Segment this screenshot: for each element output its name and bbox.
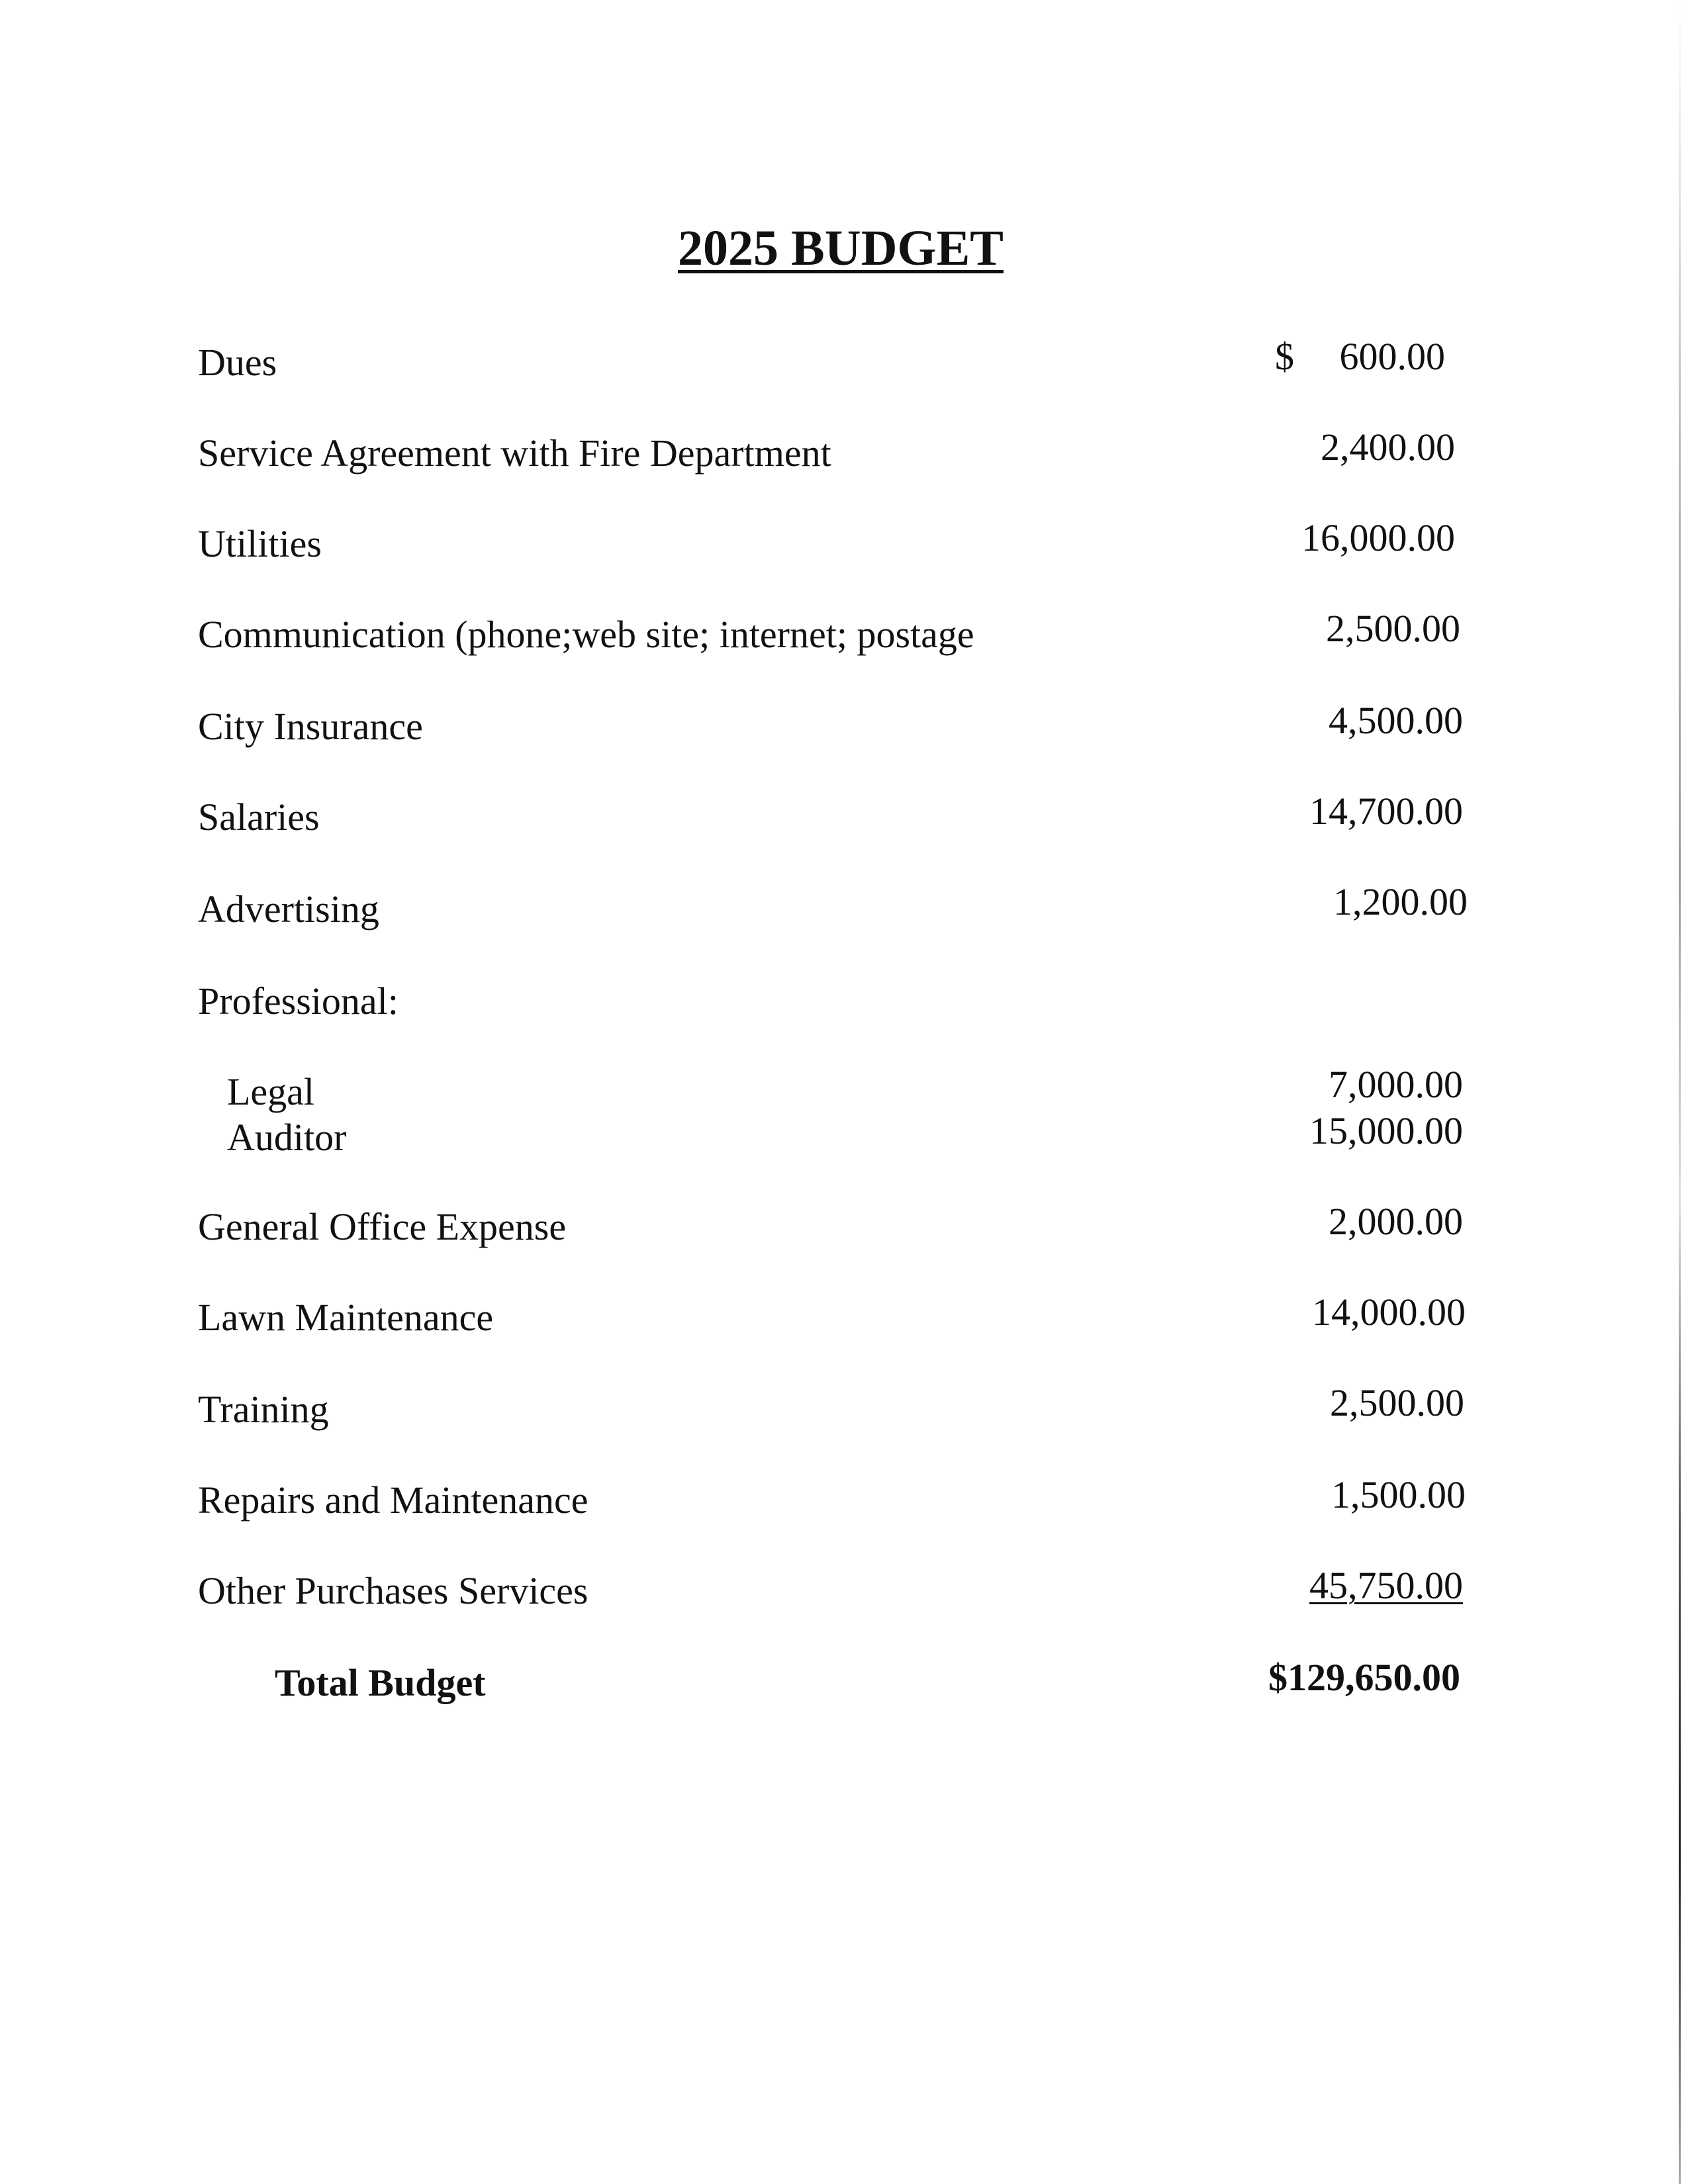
line-item-label: Training <box>198 1388 329 1431</box>
line-item-amount: 2,000.00 <box>1329 1200 1463 1243</box>
line-item-amount: 2,500.00 <box>1326 607 1460 650</box>
line-item-amount: 15,000.00 <box>1309 1109 1463 1152</box>
line-item-label: Service Agreement with Fire Department <box>198 432 831 475</box>
page-title: 2025 BUDGET <box>678 220 1004 276</box>
line-item-label: Auditor <box>227 1116 347 1159</box>
line-item-amount: 1,500.00 <box>1331 1473 1466 1516</box>
line-item-amount: 16,000.00 <box>1301 516 1455 559</box>
line-item-label: Communication (phone;web site; internet;… <box>198 613 974 656</box>
line-item-amount: 2,500.00 <box>1330 1381 1464 1424</box>
line-item-amount: 45,750.00 <box>1309 1564 1463 1607</box>
line-item-label: General Office Expense <box>198 1205 567 1248</box>
line-item-amount: 14,700.00 <box>1309 790 1463 833</box>
line-item-amount: 1,200.00 <box>1333 880 1468 923</box>
line-item-amount: 14,000.00 <box>1312 1291 1466 1334</box>
line-item-amount: 7,000.00 <box>1329 1063 1463 1106</box>
total-amount: $129,650.00 <box>1268 1656 1460 1699</box>
line-item-label: Advertising <box>198 887 379 931</box>
scan-edge-line <box>1679 0 1681 2184</box>
line-item-label: Lawn Maintenance <box>198 1296 494 1339</box>
line-item-amount: 4,500.00 <box>1329 699 1463 742</box>
line-item-label: Repairs and Maintenance <box>198 1479 588 1522</box>
line-item-amount: 2,400.00 <box>1321 426 1455 469</box>
line-item-label: Other Purchases Services <box>198 1569 588 1612</box>
total-label: Total Budget <box>275 1661 486 1704</box>
line-item-label: Utilities <box>198 522 322 565</box>
line-item-label: Legal <box>227 1070 315 1113</box>
line-item-amount: 600.00 <box>1339 335 1446 378</box>
line-item-label: Professional: <box>198 979 399 1023</box>
line-item-label: City Insurance <box>198 705 423 748</box>
line-item-label: Salaries <box>198 796 320 839</box>
line-item-label: Dues <box>198 341 277 384</box>
currency-symbol: $ <box>1275 335 1294 378</box>
